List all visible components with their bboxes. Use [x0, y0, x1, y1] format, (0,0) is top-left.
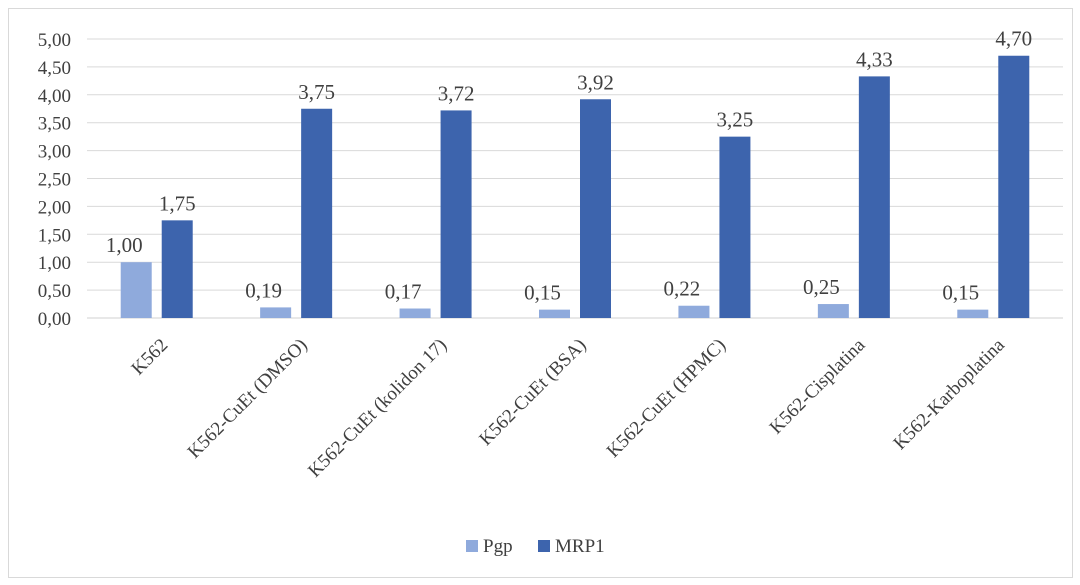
category-label: K562 [128, 335, 173, 380]
y-tick-label: 0,50 [38, 281, 71, 302]
y-tick-label: 4,00 [38, 86, 71, 107]
y-tick-label: 2,00 [38, 197, 71, 218]
data-label: 1,00 [106, 233, 143, 257]
data-label: 0,15 [524, 281, 561, 305]
bar-mrp1 [161, 220, 193, 318]
bar-pgp [539, 309, 570, 318]
data-label: 3,72 [438, 81, 475, 105]
bar-mrp1 [719, 136, 751, 318]
y-tick-label: 3,00 [38, 142, 71, 163]
category-label: K562-CuEt (BSA) [475, 335, 590, 450]
legend-swatch-mrp1 [538, 540, 550, 552]
data-label: 3,75 [298, 80, 335, 104]
data-label: 0,22 [664, 277, 701, 301]
y-tick-label: 4,50 [38, 58, 71, 79]
y-tick-label: 0,00 [38, 309, 71, 330]
y-tick-label: 1,00 [38, 253, 71, 274]
y-tick-label: 1,50 [38, 225, 71, 246]
bar-mrp1 [440, 110, 472, 318]
y-tick-label: 2,50 [38, 170, 71, 191]
data-label: 3,92 [577, 70, 614, 94]
data-label: 0,17 [385, 280, 422, 304]
legend-swatch-pgp [466, 540, 478, 552]
bar-mrp1 [580, 99, 611, 318]
data-label: 4,33 [856, 47, 893, 71]
category-label: K562-CuEt (HPMC) [603, 335, 730, 462]
y-tick-label: 3,50 [38, 114, 71, 135]
data-label: 0,19 [245, 278, 282, 302]
bar-pgp [957, 309, 989, 318]
bar-mrp1 [301, 108, 333, 318]
bar-pgp [678, 305, 710, 318]
data-label: 3,25 [717, 108, 754, 132]
category-label: K562-Karboplatina [890, 334, 1010, 454]
bar-mrp1 [858, 76, 890, 318]
bar-pgp [399, 308, 431, 318]
data-label: 4,70 [995, 27, 1032, 51]
legend-label: MRP1 [555, 536, 605, 557]
legend-label: Pgp [483, 536, 513, 557]
bar-pgp [817, 304, 849, 318]
data-label: 0,15 [942, 281, 979, 305]
bar-pgp [260, 307, 292, 318]
data-label: 0,25 [803, 275, 840, 299]
category-label: K562-CuEt (DMSO) [184, 335, 312, 463]
category-label: K562-Cisplatina [766, 334, 870, 438]
bar-pgp [120, 262, 152, 318]
y-tick-label: 5,00 [38, 30, 71, 51]
data-label: 1,75 [159, 191, 196, 215]
category-label: K562-CuEt (kolidon 17) [304, 335, 451, 482]
bar-mrp1 [998, 55, 1030, 319]
